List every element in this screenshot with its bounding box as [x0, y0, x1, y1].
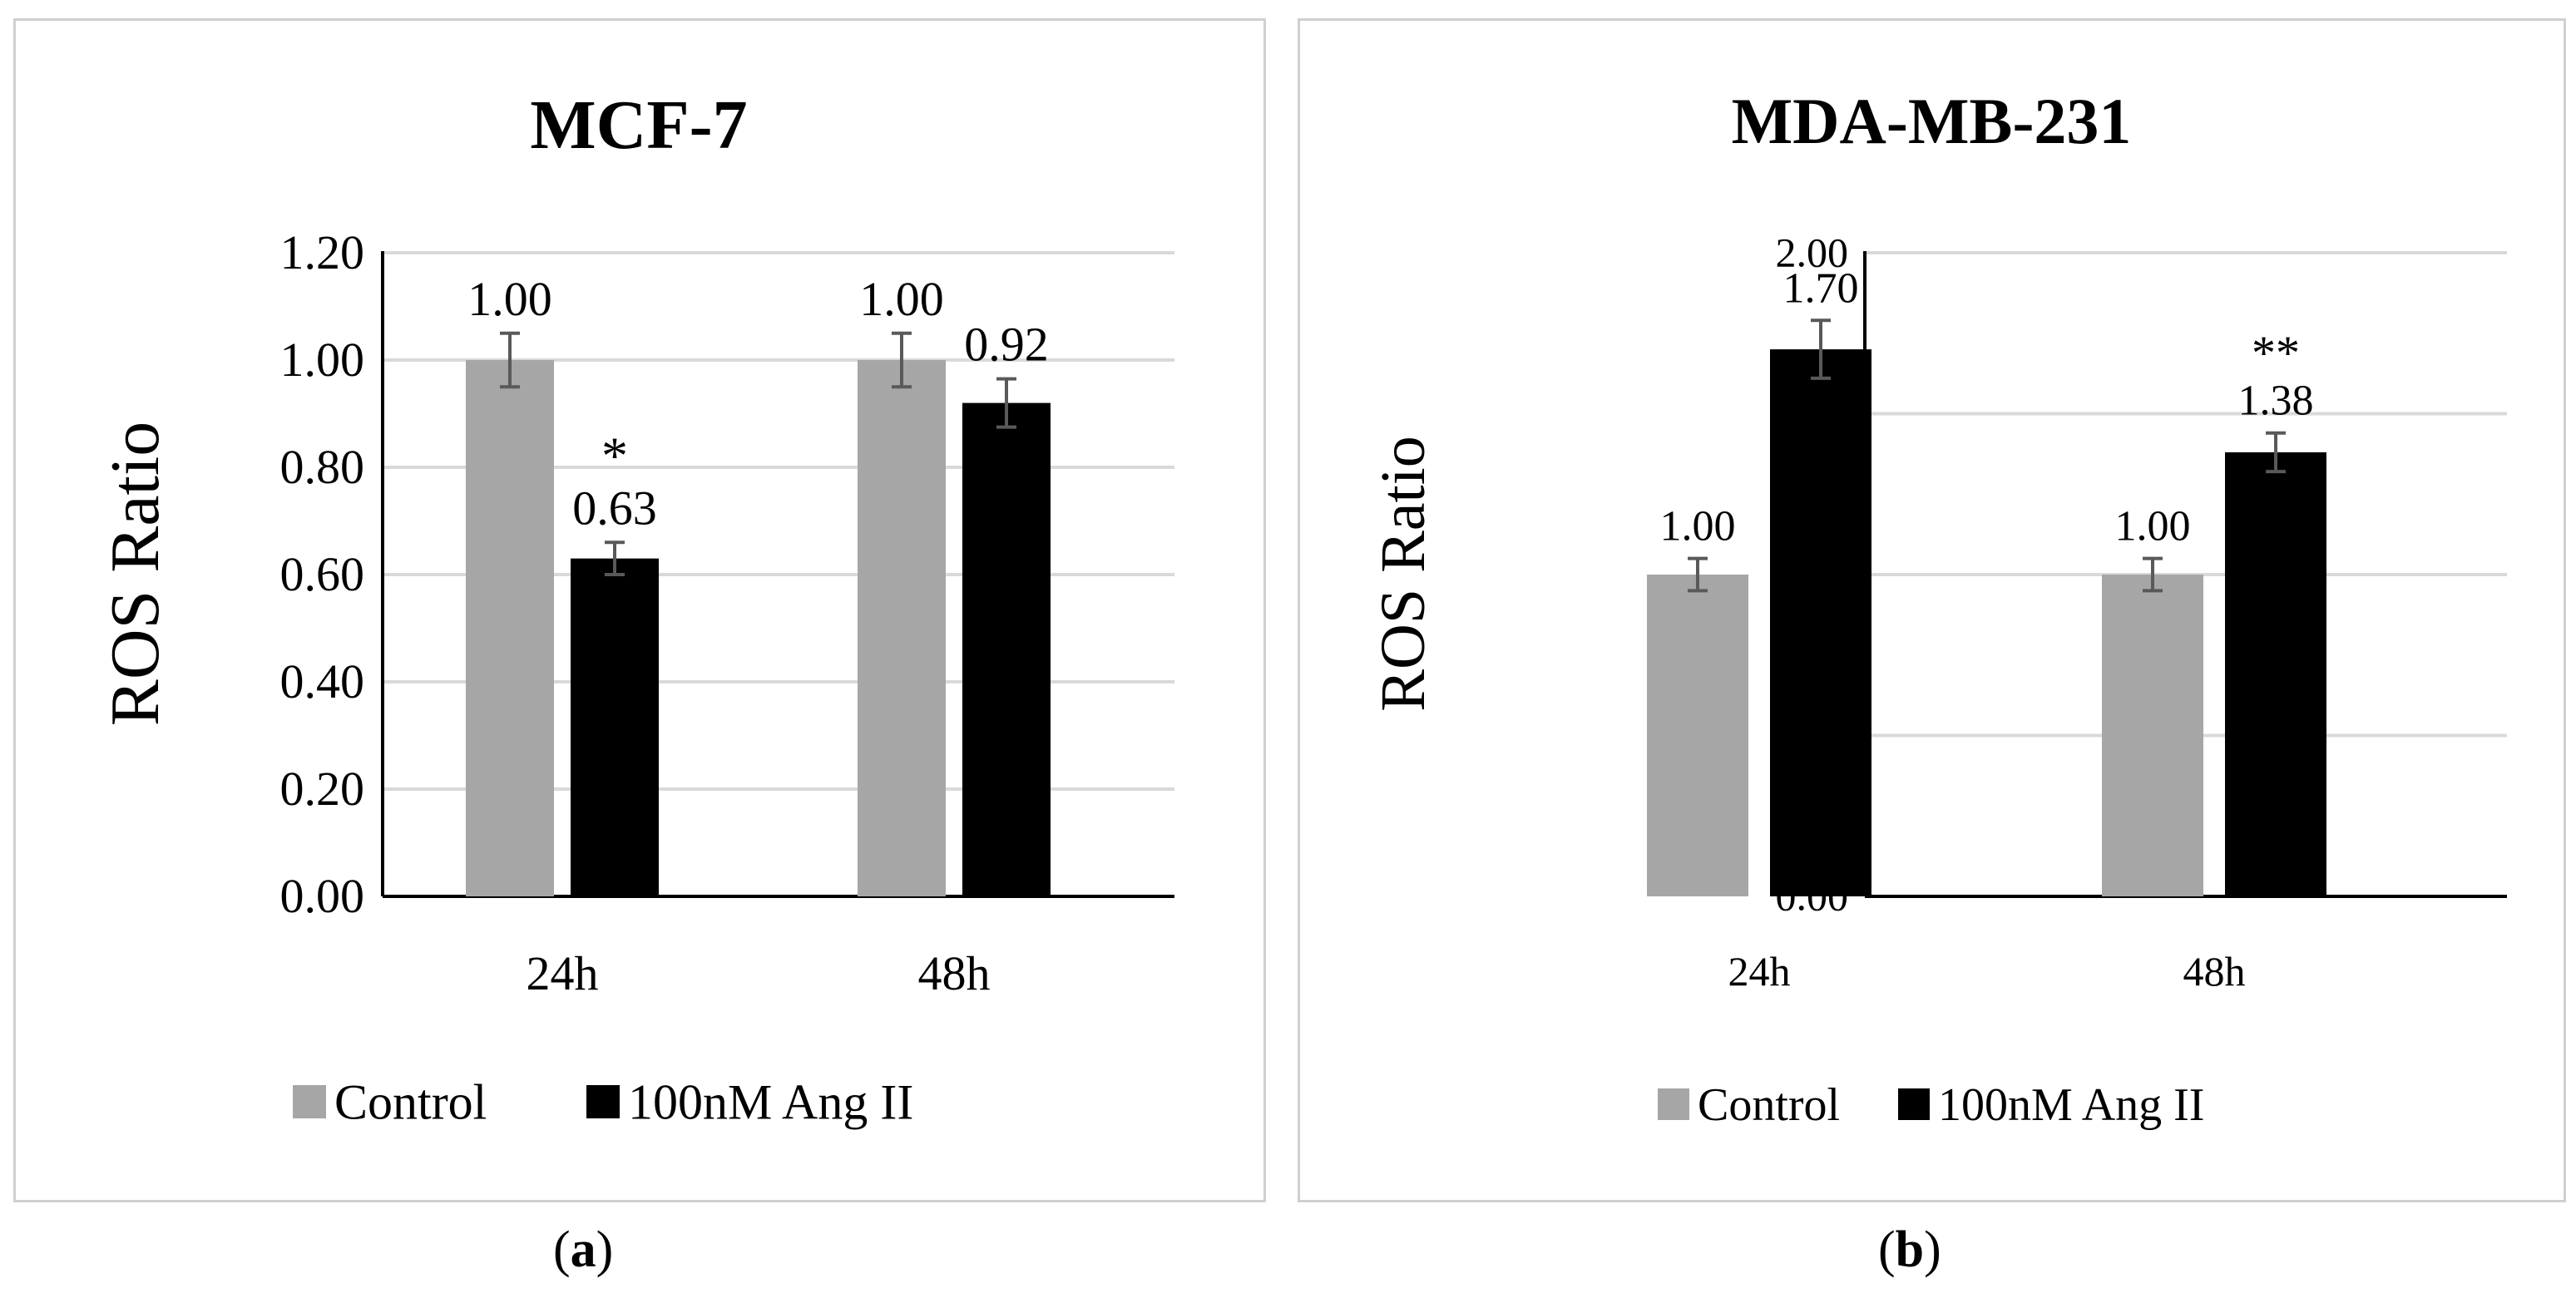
chart-b-legend-label: 100nM Ang II — [1938, 1079, 2204, 1131]
chart-b-data-label: 1.70 — [1783, 264, 1859, 312]
chart-b-xtick-label: 48h — [2183, 948, 2246, 994]
chart-a-ytick-label: 0.80 — [280, 440, 365, 494]
chart-a-data-label: 1.00 — [467, 272, 552, 326]
chart-b-title: MDA-MB-231 — [1732, 85, 2132, 157]
chart-b-bar-48h-control — [2102, 575, 2203, 896]
chart-b-ytick-label: 2.00 — [1776, 229, 1849, 276]
chart-b-significance-mark: ** — [2252, 326, 2300, 380]
caption-b: (b) — [1878, 1221, 1941, 1278]
chart-b-data-label: 1.00 — [2115, 503, 2191, 550]
chart-b-data-label: 1.00 — [1660, 503, 1736, 550]
chart-a-xtick-label: 48h — [918, 946, 991, 1000]
chart-a-title: MCF-7 — [530, 86, 747, 164]
caption-b-letter: b — [1895, 1221, 1925, 1278]
chart-a-bar-48h-control — [858, 360, 946, 896]
caption-a: (a) — [553, 1221, 614, 1278]
chart-b-ylabel: ROS Ratio — [1368, 436, 1438, 712]
chart-a-ytick-label: 1.20 — [280, 225, 365, 279]
chart-a-legend-label: 100nM Ang II — [628, 1074, 913, 1129]
chart-b-legend-swatch — [1898, 1088, 1930, 1120]
chart-a-data-label: 1.00 — [859, 272, 944, 326]
chart-a-ytick-label: 0.60 — [280, 547, 365, 601]
chart-a-legend-swatch — [293, 1085, 326, 1118]
chart-b-data-label: 1.38 — [2238, 378, 2314, 425]
chart-a-data-label: 0.92 — [964, 318, 1049, 372]
chart-b-legend-swatch — [1658, 1088, 1689, 1120]
chart-a-ytick-label: 0.00 — [280, 869, 365, 923]
panel-b-frame — [1298, 18, 2566, 1202]
chart-a-data-label: 0.63 — [572, 481, 657, 535]
chart-a-ylabel: ROS Ratio — [96, 422, 174, 726]
chart-a-bar-24h-angii — [571, 558, 659, 896]
chart-b-bar-24h-control — [1647, 575, 1748, 896]
chart-a-significance-mark: * — [601, 426, 628, 485]
chart-b-legend-label: Control — [1698, 1079, 1840, 1131]
caption-a-letter: a — [570, 1221, 596, 1278]
chart-a-ytick-label: 1.00 — [280, 333, 365, 387]
chart-a-ytick-label: 0.40 — [280, 654, 365, 708]
chart-a-legend-swatch — [586, 1085, 620, 1118]
chart-b-bar-48h-angii — [2225, 452, 2326, 896]
chart-a-xtick-label: 24h — [527, 946, 599, 1000]
chart-a-legend-label: Control — [334, 1074, 487, 1129]
chart-b-xtick-label: 24h — [1728, 948, 1791, 994]
chart-a-bar-48h-angii — [962, 402, 1051, 897]
chart-a-ytick-label: 0.20 — [280, 762, 365, 816]
chart-a-bar-24h-control — [466, 360, 554, 896]
chart-b-bar-24h-angii — [1770, 349, 1871, 897]
